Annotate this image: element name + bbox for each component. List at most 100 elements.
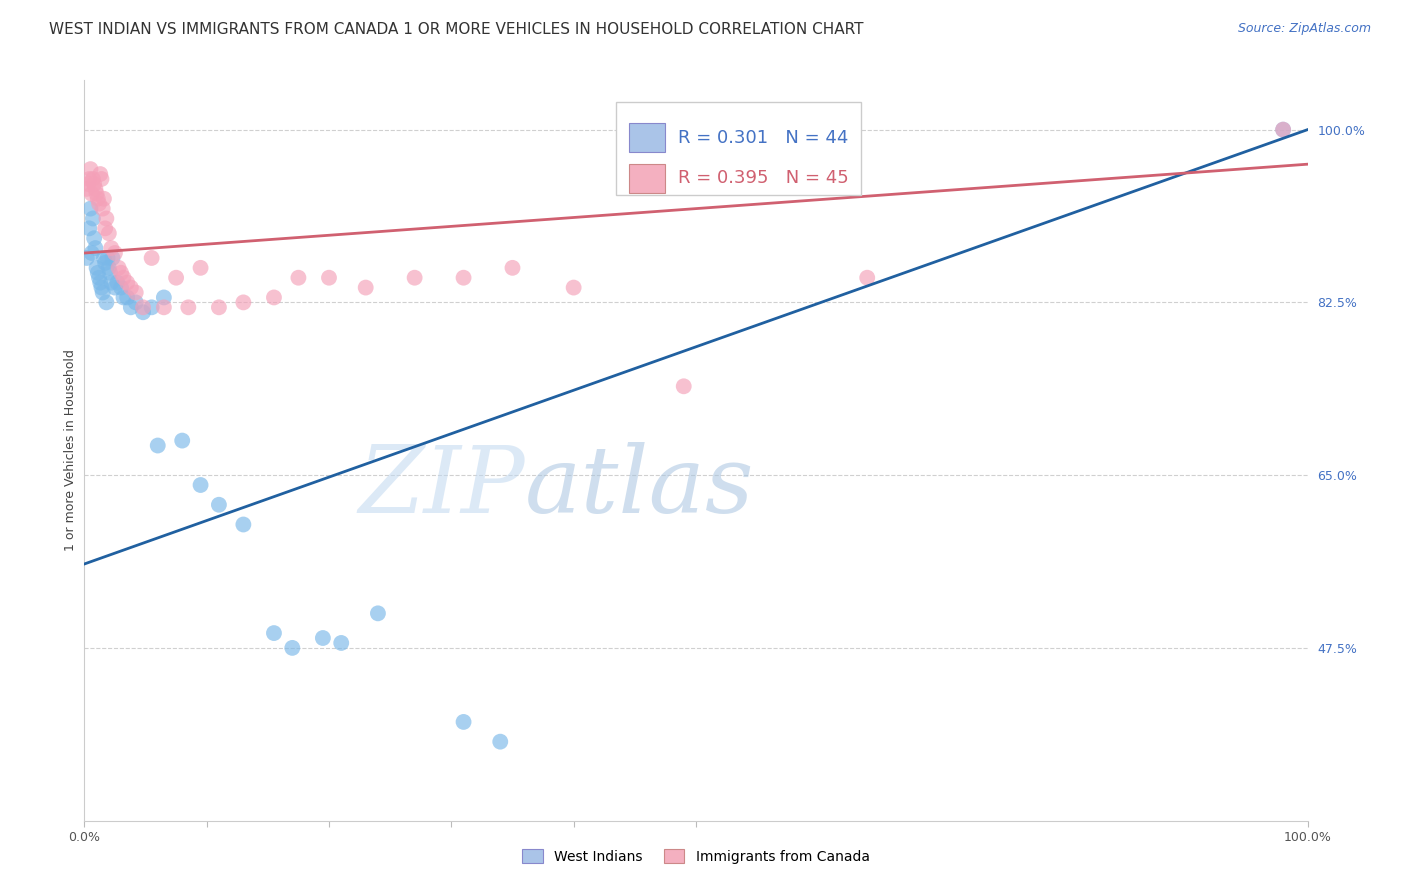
Point: [93, 251, 115, 265]
Text: R = 0.301   N = 44: R = 0.301 N = 44: [678, 128, 848, 146]
Point: [141, 301, 163, 315]
Point: [80, 246, 103, 260]
Point: [177, 301, 200, 315]
Point: [98, 266, 121, 280]
Point: [146, 438, 169, 452]
Y-axis label: 1 or more Vehicles in Household: 1 or more Vehicles in Household: [65, 350, 77, 551]
Point: [453, 270, 475, 285]
Point: [77, 172, 100, 186]
Point: [90, 172, 112, 186]
Point: [82, 211, 104, 226]
Point: [86, 186, 108, 201]
Point: [856, 270, 879, 285]
Point: [104, 246, 127, 260]
Point: [97, 251, 120, 265]
Point: [115, 290, 138, 304]
FancyBboxPatch shape: [616, 103, 860, 195]
Point: [232, 295, 254, 310]
Point: [97, 260, 120, 275]
Point: [76, 182, 98, 196]
Point: [96, 295, 118, 310]
Point: [1272, 122, 1295, 136]
Point: [91, 285, 114, 300]
Point: [115, 276, 138, 290]
Point: [190, 478, 212, 492]
Point: [502, 260, 524, 275]
Point: [232, 517, 254, 532]
Point: [208, 301, 231, 315]
Point: [132, 301, 155, 315]
Point: [100, 241, 122, 255]
Point: [153, 301, 176, 315]
Point: [562, 280, 585, 294]
Point: [87, 196, 110, 211]
Point: [263, 626, 285, 640]
Point: [90, 280, 112, 294]
Point: [87, 192, 110, 206]
Point: [76, 251, 98, 265]
Point: [263, 290, 285, 304]
Point: [104, 280, 127, 294]
Point: [87, 266, 110, 280]
Point: [79, 202, 101, 216]
Point: [79, 162, 101, 177]
Point: [153, 290, 176, 304]
Point: [125, 285, 148, 300]
Point: [318, 270, 340, 285]
Legend: West Indians, Immigrants from Canada: West Indians, Immigrants from Canada: [517, 843, 875, 869]
Point: [89, 167, 111, 181]
Text: R = 0.395   N = 45: R = 0.395 N = 45: [678, 169, 848, 187]
Point: [93, 192, 115, 206]
Point: [94, 221, 117, 235]
Point: [354, 280, 377, 294]
Point: [489, 734, 512, 748]
Point: [672, 379, 695, 393]
Point: [404, 270, 426, 285]
Text: atlas: atlas: [524, 442, 754, 533]
Point: [100, 276, 122, 290]
Text: WEST INDIAN VS IMMIGRANTS FROM CANADA 1 OR MORE VEHICLES IN HOUSEHOLD CORRELATIO: WEST INDIAN VS IMMIGRANTS FROM CANADA 1 …: [49, 22, 863, 37]
Point: [77, 221, 100, 235]
Point: [84, 182, 107, 196]
Point: [80, 186, 103, 201]
Point: [208, 498, 231, 512]
Point: [87, 270, 110, 285]
Point: [112, 290, 135, 304]
Point: [141, 251, 163, 265]
Point: [287, 270, 309, 285]
Bar: [628, 123, 665, 153]
Point: [1272, 122, 1295, 136]
Point: [190, 260, 212, 275]
Point: [112, 270, 135, 285]
Point: [94, 256, 117, 270]
Text: Source: ZipAtlas.com: Source: ZipAtlas.com: [1237, 22, 1371, 36]
Point: [82, 172, 104, 186]
Point: [110, 266, 132, 280]
Point: [77, 177, 100, 191]
Point: [89, 276, 111, 290]
Text: ZIP: ZIP: [359, 442, 524, 533]
Point: [101, 251, 124, 265]
Point: [96, 211, 118, 226]
Point: [110, 280, 132, 294]
Point: [120, 301, 142, 315]
Point: [91, 202, 114, 216]
Point: [367, 607, 389, 621]
Point: [84, 241, 107, 255]
Point: [83, 231, 105, 245]
Point: [453, 714, 475, 729]
Point: [83, 177, 105, 191]
Point: [120, 280, 142, 294]
Point: [281, 640, 304, 655]
Point: [107, 260, 129, 275]
Bar: [628, 163, 665, 194]
Point: [312, 631, 335, 645]
Point: [97, 227, 120, 241]
Point: [172, 434, 194, 448]
Point: [105, 276, 128, 290]
Point: [165, 270, 187, 285]
Point: [330, 636, 353, 650]
Point: [125, 295, 148, 310]
Point: [86, 260, 108, 275]
Point: [132, 305, 155, 319]
